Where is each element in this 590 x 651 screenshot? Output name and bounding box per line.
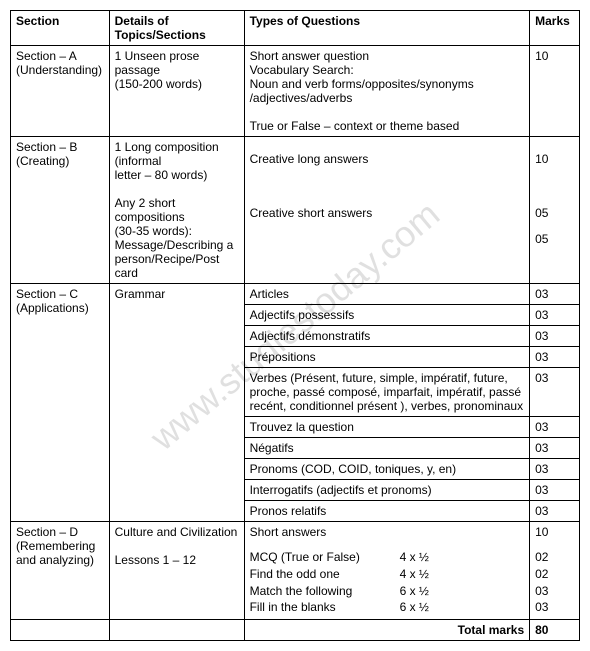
secB-section: Section – B (Creating) — [11, 137, 110, 284]
secC-t6: Négatifs — [244, 438, 530, 459]
secB-marks: 10 05 05 — [530, 137, 580, 284]
secA-types: Short answer question Vocabulary Search:… — [244, 46, 530, 137]
hdr-marks: Marks — [530, 11, 580, 46]
secC-t7: Pronoms (COD, COID, toniques, y, en) — [244, 459, 530, 480]
secD-im0: 02 — [535, 549, 574, 566]
secC-m1: 03 — [530, 305, 580, 326]
total-blank2 — [109, 620, 244, 641]
secC-m9: 03 — [530, 501, 580, 522]
hdr-details: Details of Topics/Sections — [109, 11, 244, 46]
secC-t9: Pronos relatifs — [244, 501, 530, 522]
secB-types2: Creative short answers — [250, 206, 525, 220]
secC-m5: 03 — [530, 417, 580, 438]
secC-m0: 03 — [530, 284, 580, 305]
secC-t8: Interrogatifs (adjectifs et pronoms) — [244, 480, 530, 501]
total-row: Total marks 80 — [11, 620, 580, 641]
syllabus-table: Section Details of Topics/Sections Types… — [10, 10, 580, 641]
secD-shortm: 10 — [535, 525, 574, 539]
secC-t2: Adjectifs démonstratifs — [244, 326, 530, 347]
secC-m4: 03 — [530, 368, 580, 417]
secD-q3: 6 x ½ — [400, 599, 450, 616]
secD-q2: 6 x ½ — [400, 583, 450, 600]
secC-t0: Articles — [244, 284, 530, 305]
secD-item-3: Fill in the blanks6 x ½ — [250, 599, 525, 616]
secD-im2: 03 — [535, 583, 574, 600]
secC-details: Grammar — [109, 284, 244, 522]
secD-n0: MCQ (True or False) — [250, 549, 400, 566]
secC-m8: 03 — [530, 480, 580, 501]
secD-im1: 02 — [535, 566, 574, 583]
total-value: 80 — [530, 620, 580, 641]
secC-m7: 03 — [530, 459, 580, 480]
secD-item-1: Find the odd one4 x ½ — [250, 566, 525, 583]
secC-m6: 03 — [530, 438, 580, 459]
total-label: Total marks — [244, 620, 530, 641]
secC-m2: 03 — [530, 326, 580, 347]
secB-details: 1 Long composition (informal letter – 80… — [109, 137, 244, 284]
section-c-row-0: Section – C (Applications) Grammar Artic… — [11, 284, 580, 305]
section-a-row: Section – A (Understanding) 1 Unseen pro… — [11, 46, 580, 137]
header-row: Section Details of Topics/Sections Types… — [11, 11, 580, 46]
total-blank1 — [11, 620, 110, 641]
section-b-row: Section – B (Creating) 1 Long compositio… — [11, 137, 580, 284]
hdr-types: Types of Questions — [244, 11, 530, 46]
secC-m3: 03 — [530, 347, 580, 368]
hdr-section: Section — [11, 11, 110, 46]
secB-types1: Creative long answers — [250, 152, 525, 166]
secD-n3: Fill in the blanks — [250, 599, 400, 616]
secD-im3: 03 — [535, 599, 574, 616]
secD-n2: Match the following — [250, 583, 400, 600]
secC-t1: Adjectifs possessifs — [244, 305, 530, 326]
secA-marks: 10 — [530, 46, 580, 137]
secB-m1: 10 — [535, 152, 574, 166]
secA-details: 1 Unseen prose passage (150-200 words) — [109, 46, 244, 137]
secD-item-0: MCQ (True or False)4 x ½ — [250, 549, 525, 566]
secB-m3: 05 — [535, 232, 574, 246]
secC-t4: Verbes (Présent, future, simple, impérat… — [244, 368, 530, 417]
secD-n1: Find the odd one — [250, 566, 400, 583]
secC-t5: Trouvez la question — [244, 417, 530, 438]
secB-m2: 05 — [535, 206, 574, 220]
secA-section: Section – A (Understanding) — [11, 46, 110, 137]
secC-t3: Prépositions — [244, 347, 530, 368]
secD-short: Short answers — [250, 525, 525, 539]
secC-section: Section – C (Applications) — [11, 284, 110, 522]
secD-q1: 4 x ½ — [400, 566, 450, 583]
secD-q0: 4 x ½ — [400, 549, 450, 566]
secD-item-2: Match the following6 x ½ — [250, 583, 525, 600]
secB-types: Creative long answers Creative short ans… — [244, 137, 530, 284]
